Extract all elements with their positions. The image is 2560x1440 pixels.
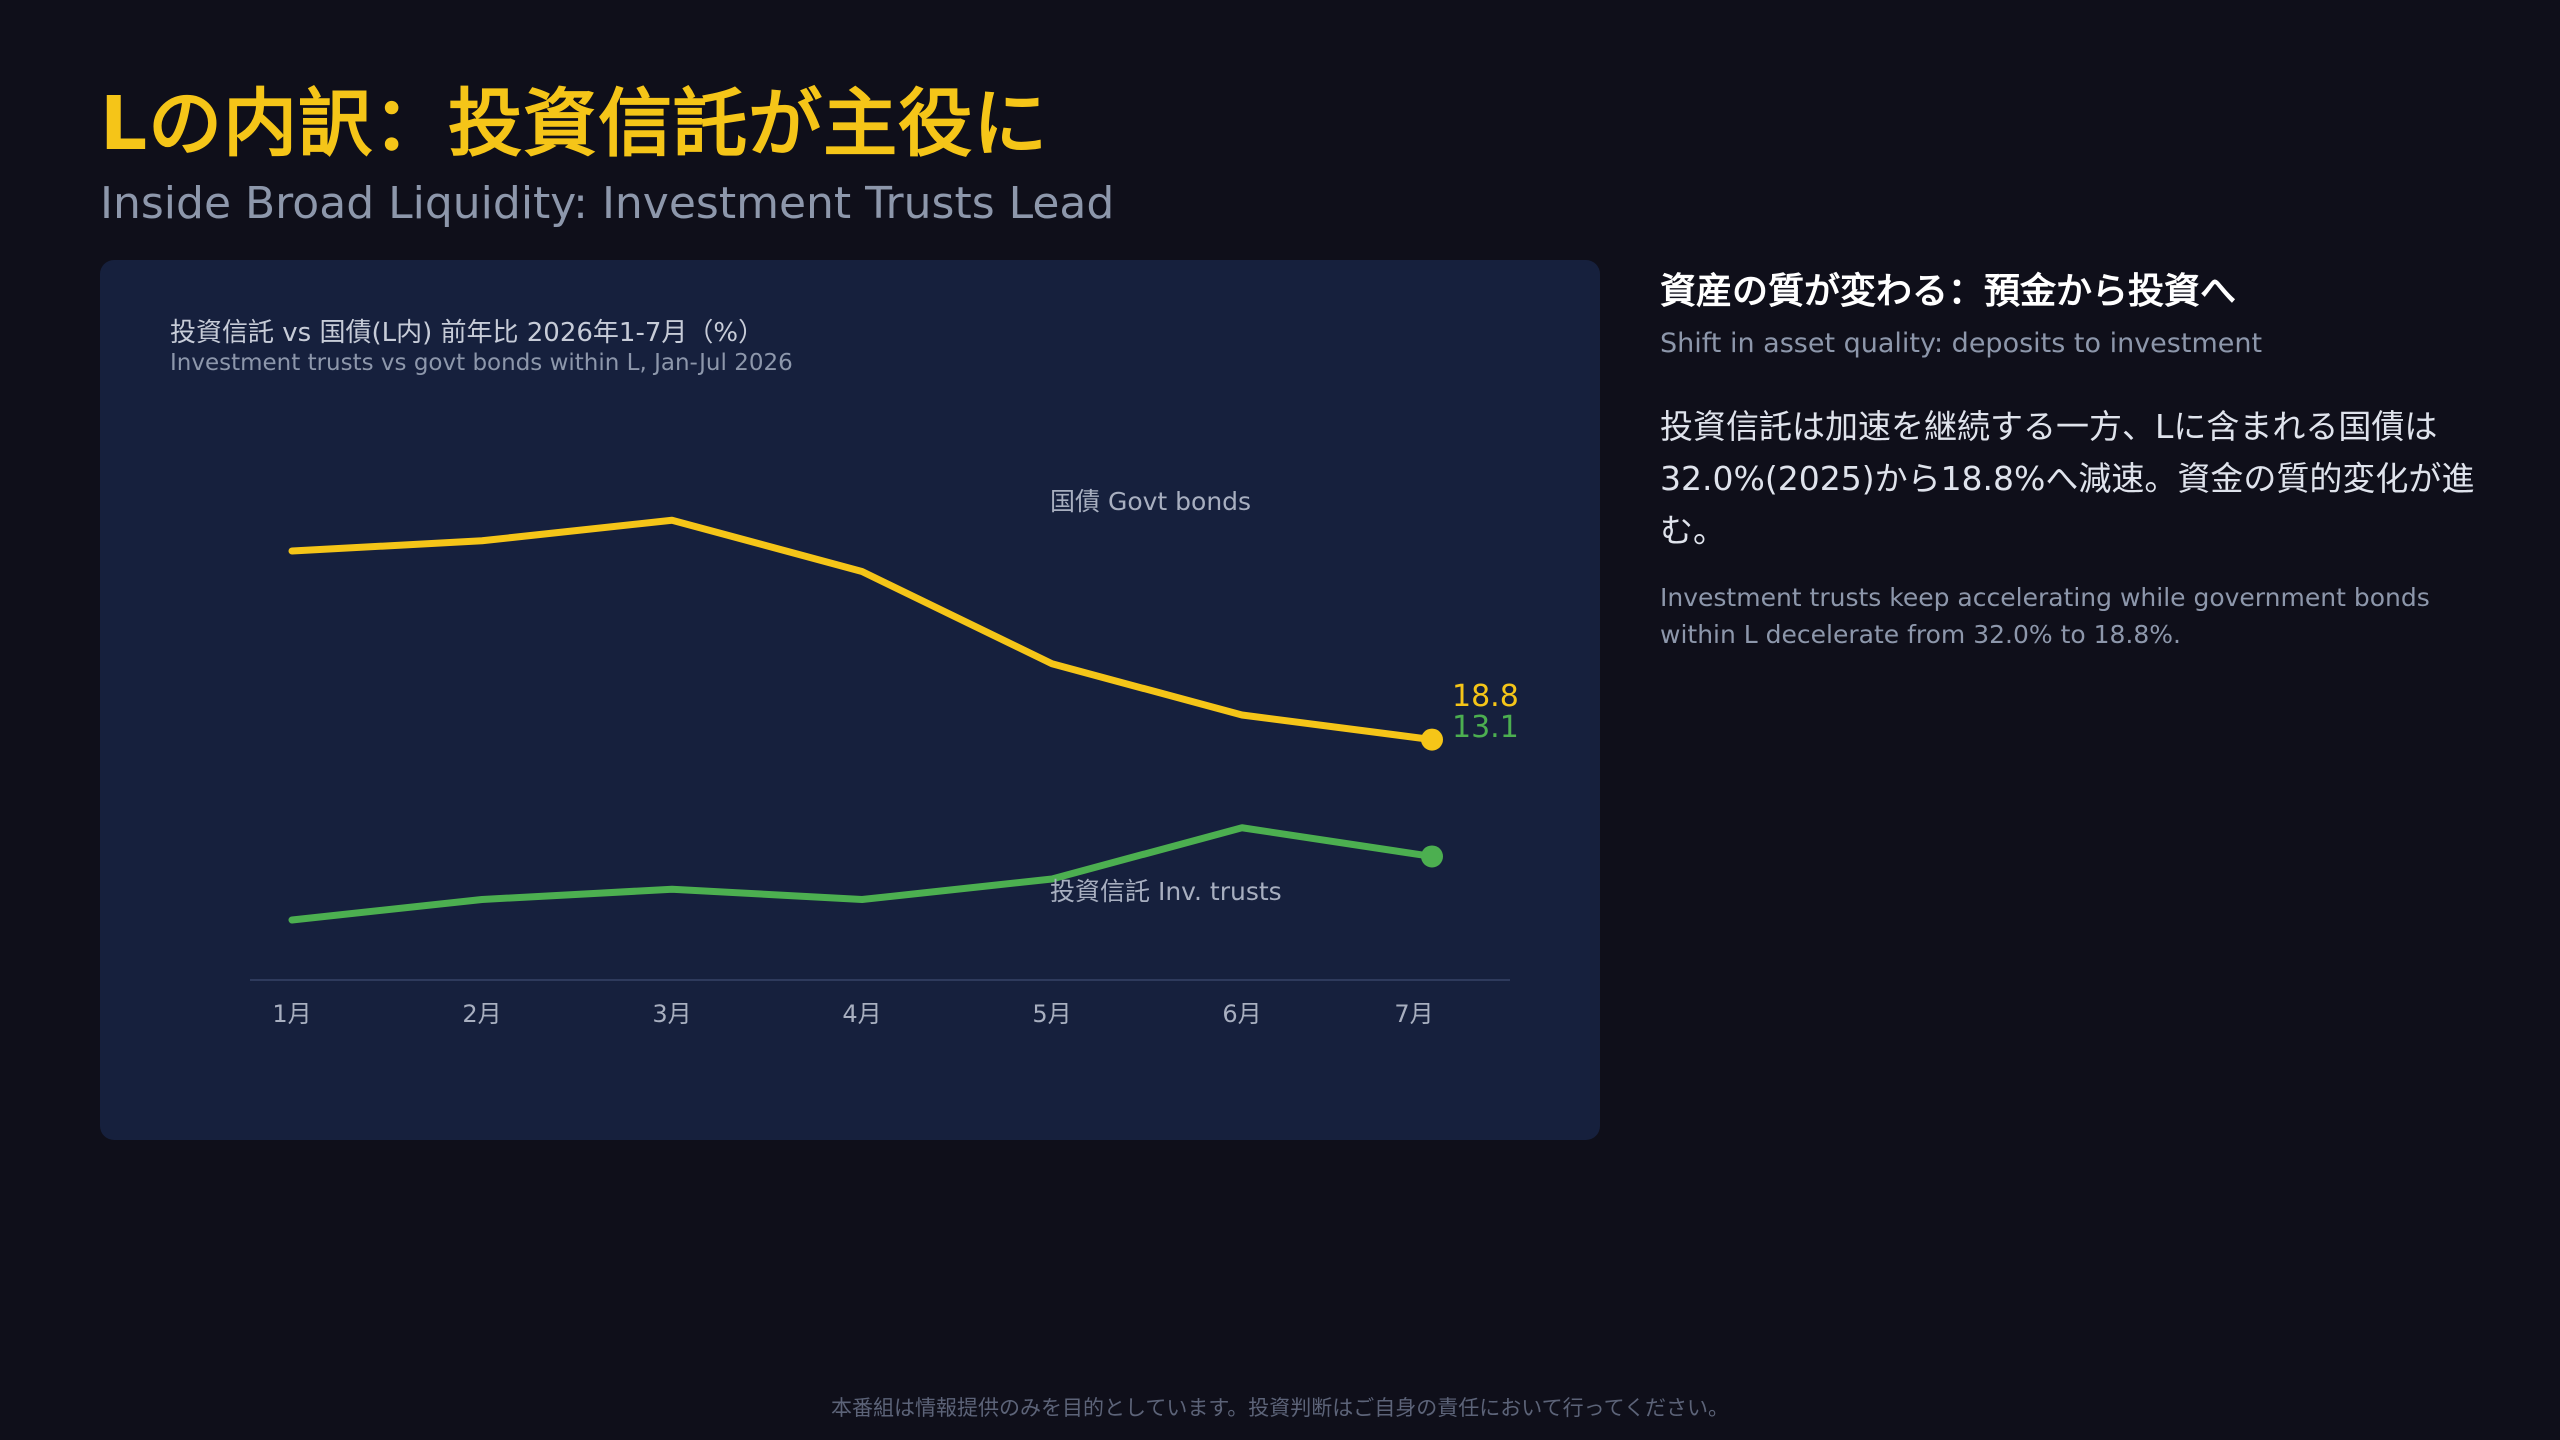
page-subtitle: Inside Broad Liquidity: Investment Trust… bbox=[100, 178, 1115, 229]
page-title: Lの内訳：投資信託が主役に bbox=[100, 81, 1049, 167]
chart-subtitle: Investment trusts vs govt bonds within L… bbox=[170, 350, 793, 376]
x-tick-label: 4月 bbox=[842, 1000, 881, 1028]
x-tick-label: 5月 bbox=[1032, 1000, 1071, 1028]
end-label-govt-bonds: 18.8 bbox=[1452, 679, 1519, 714]
x-tick-label: 1月 bbox=[272, 1000, 311, 1028]
chart-title: 投資信託 vs 国債(L内) 前年比 2026年1-7月（%） bbox=[170, 318, 765, 348]
end-label-inv-trusts: 13.1 bbox=[1452, 710, 1519, 745]
x-tick-label: 2月 bbox=[462, 1000, 501, 1028]
series-line-1 bbox=[288, 824, 1436, 924]
line-chart: 1月 2月 3月 4月 5月 6月 7月 国債 Govt bonds 投資信託 Inv. t… bbox=[250, 487, 1519, 1028]
commentary-heading: 資産の質が変わる：預金から投資へ bbox=[1660, 271, 2237, 312]
commentary-panel: 資産の質が変わる：預金から投資へ Shift in asset quality:… bbox=[1660, 260, 2480, 653]
commentary-body-en: Investment trusts keep accelerating whil… bbox=[1660, 583, 2430, 649]
series-line-0 bbox=[288, 516, 1436, 744]
chart-card: 投資信託 vs 国債(L内) 前年比 2026年1-7月（%） Investme… bbox=[100, 260, 1600, 1140]
series-end-point-1 bbox=[1421, 845, 1443, 868]
x-tick-label: 7月 bbox=[1394, 1000, 1433, 1028]
commentary-body: 投資信託は加速を継続する一方、Lに含まれる国債は32.0%(2025)から18.… bbox=[1660, 407, 2475, 550]
series-label-govt-bonds: 国債 Govt bonds bbox=[1050, 487, 1251, 516]
commentary-heading-en: Shift in asset quality: deposits to inve… bbox=[1660, 328, 2263, 359]
series-label-inv-trusts: 投資信託 Inv. trusts bbox=[1050, 877, 1282, 906]
series-end-point-0 bbox=[1421, 728, 1443, 751]
series-layer bbox=[288, 516, 1443, 924]
x-tick-label: 6月 bbox=[1222, 1000, 1261, 1028]
disclaimer-footer: 本番組は情報提供のみを目的としています。投資判断はご自身の責任において行ってくだ… bbox=[831, 1396, 1729, 1420]
x-axis-ticks: 1月 2月 3月 4月 5月 6月 7月 bbox=[272, 1000, 1433, 1028]
x-tick-label: 3月 bbox=[652, 1000, 691, 1028]
